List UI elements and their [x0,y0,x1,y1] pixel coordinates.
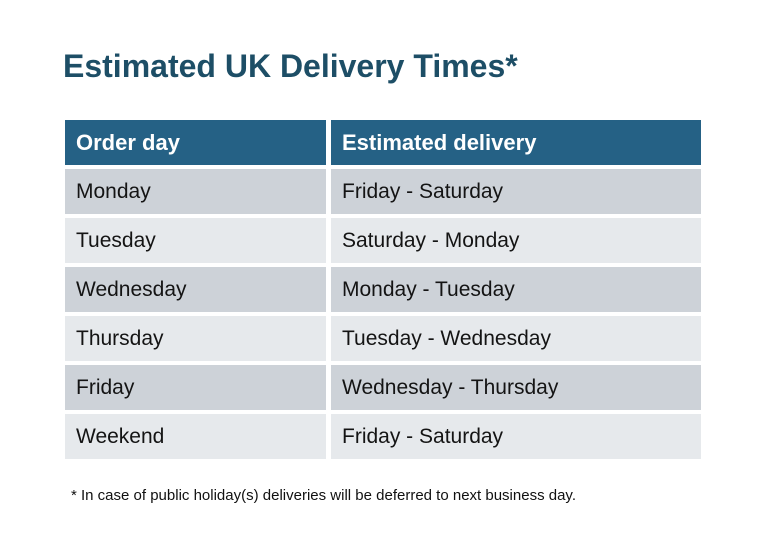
table-cell-order-day: Weekend [65,414,326,459]
page-title: Estimated UK Delivery Times* [63,48,518,84]
column-header-estimated-delivery: Estimated delivery [331,120,701,165]
table-cell-order-day: Thursday [65,316,326,361]
table-cell-estimated-delivery: Wednesday - Thursday [331,365,701,410]
table-cell-order-day: Monday [65,169,326,214]
table-cell-estimated-delivery: Tuesday - Wednesday [331,316,701,361]
table-cell-estimated-delivery: Friday - Saturday [331,414,701,459]
table-cell-estimated-delivery: Saturday - Monday [331,218,701,263]
delivery-times-table: Order day Estimated delivery Monday Frid… [65,120,701,459]
column-header-order-day: Order day [65,120,326,165]
table-cell-estimated-delivery: Friday - Saturday [331,169,701,214]
table-cell-estimated-delivery: Monday - Tuesday [331,267,701,312]
table-cell-order-day: Wednesday [65,267,326,312]
footnote: * In case of public holiday(s) deliverie… [71,487,576,504]
table-cell-order-day: Tuesday [65,218,326,263]
table-cell-order-day: Friday [65,365,326,410]
